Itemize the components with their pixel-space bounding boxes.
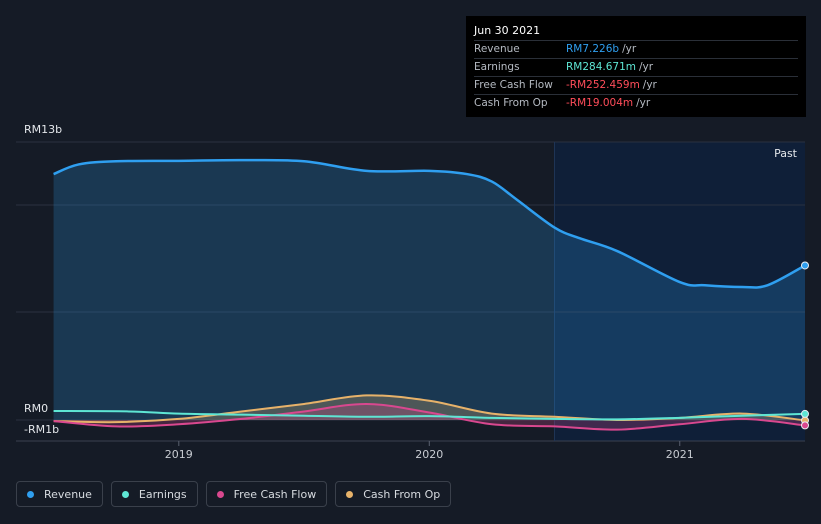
line-earnings: [53, 410, 806, 421]
legend-label: Free Cash Flow: [233, 487, 317, 501]
line-revenue: [53, 158, 806, 289]
tooltip-unit: /yr: [642, 79, 657, 91]
tooltip-label: Cash From Op: [474, 97, 548, 109]
tooltip-unit: /yr: [639, 61, 654, 73]
tooltip-date: Jun 30 2021: [474, 24, 541, 37]
legend-item-free-cash-flow[interactable]: Free Cash Flow: [205, 481, 328, 507]
tooltip-label: Free Cash Flow: [474, 79, 553, 91]
tooltip-label: Revenue: [474, 43, 520, 55]
past-label: Past: [774, 147, 798, 160]
tooltip-row-revenue: Revenue RM7.226b /yr: [474, 40, 798, 58]
x-tick-label: 2020: [415, 448, 443, 461]
y-label-top: RM13b: [24, 123, 62, 136]
past-region: [554, 142, 805, 441]
legend-dot-icon: [27, 490, 34, 498]
area-revenue: [53, 160, 806, 421]
x-tick-label: 2021: [666, 448, 694, 461]
legend: Revenue Earnings Free Cash Flow Cash Fro…: [16, 481, 459, 507]
endpoint-earnings: [801, 409, 809, 418]
x-tick-label: 2019: [165, 448, 193, 461]
series-lines: [53, 158, 806, 431]
tooltip-row-cash-from-op: Cash From Op -RM19.004m /yr: [474, 94, 798, 112]
series-endpoints[interactable]: [801, 261, 809, 430]
endpoint-free-cash-flow: [801, 421, 809, 430]
legend-dot-icon: [346, 490, 354, 498]
tooltip-row-earnings: Earnings RM284.671m /yr: [474, 58, 798, 76]
gridlines: [16, 141, 805, 442]
tooltip-label: Earnings: [474, 61, 520, 73]
tooltip-unit: /yr: [636, 97, 651, 109]
legend-dot-icon: [216, 490, 224, 498]
tooltip-row-free-cash-flow: Free Cash Flow -RM252.459m /yr: [474, 76, 798, 94]
legend-label: Earnings: [138, 487, 187, 501]
legend-item-revenue[interactable]: Revenue: [16, 481, 103, 507]
line-free-cash-flow: [53, 402, 806, 431]
x-axis: 2019 2020 2021: [165, 441, 694, 461]
legend-label: Revenue: [44, 487, 92, 501]
tooltip-value: -RM19.004m: [566, 97, 634, 109]
legend-item-cash-from-op[interactable]: Cash From Op: [335, 481, 452, 507]
y-label-zero: RM0: [24, 402, 48, 415]
legend-item-earnings[interactable]: Earnings: [110, 481, 198, 507]
tooltip-value: RM7.226b: [566, 43, 620, 55]
tooltip: Jun 30 2021 Revenue RM7.226b /yr Earning…: [466, 16, 806, 117]
tooltip-value: RM284.671m: [566, 61, 637, 73]
endpoint-revenue: [801, 261, 809, 270]
tooltip-value: -RM252.459m: [566, 79, 640, 91]
y-label-bottom: -RM1b: [24, 423, 59, 436]
tooltip-unit: /yr: [622, 43, 637, 55]
legend-label: Cash From Op: [363, 487, 441, 501]
legend-dot-icon: [121, 490, 129, 498]
y-axis: RM13b RM0 -RM1b: [24, 123, 62, 436]
